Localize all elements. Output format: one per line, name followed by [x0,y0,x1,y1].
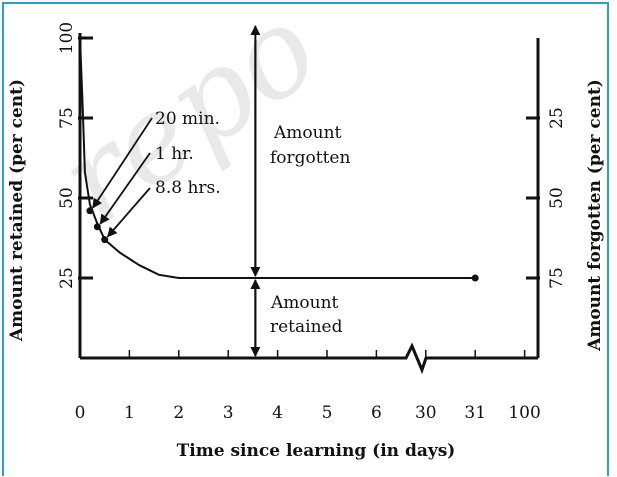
curve-point-marker [471,274,479,282]
y-tick-label: 25 [57,267,77,289]
y-tick-label: 100 [57,22,77,54]
y2-axis-title: Amount forgotten (per cent) [585,79,605,352]
annotation-amount-forgotten-line2: forgotten [270,148,350,168]
y-tick-label: 75 [57,107,77,129]
annotation-pointer-arrow [99,152,151,225]
x-tick-label: 2 [173,403,184,423]
curve-point-marker [86,207,94,215]
curve-layer [79,37,476,279]
curve-point-marker [93,223,101,231]
annotation-pointer-arrow [107,187,151,238]
curve-point-marker [101,236,109,244]
annotation-amount-retained-line2: retained [270,317,343,337]
annotation-twenty-min: 20 min. [155,109,220,129]
y2-tick-label: 75 [547,267,567,289]
x-tick-label: 6 [371,403,382,423]
arrow-layer [92,25,261,357]
annotation-one-hr: 1 hr. [155,144,194,164]
x-tick-label: 30 [415,403,437,423]
x-axis-title: Time since learning (in days) [177,441,456,461]
x-tick-label: 100 [508,403,540,423]
x-tick-label: 31 [464,403,486,423]
y-tick-label: 50 [57,187,77,209]
x-axis-line-with-break [80,342,538,375]
marker-layer [86,207,479,282]
x-tick-label: 3 [223,403,234,423]
chart-frame [2,2,609,476]
annotation-amount-forgotten-line1: Amount [273,123,342,143]
x-tick-label: 0 [75,403,86,423]
x-tick-label: 5 [322,403,333,423]
y-axis-title: Amount retained (per cent) [7,79,27,342]
annotation-eight-hrs: 8.8 hrs. [155,178,221,198]
x-tick-label: 4 [272,403,283,423]
annotation-pointer-arrow [92,117,153,209]
x-tick-label: 1 [124,403,135,423]
y2-tick-label: 25 [547,107,567,129]
retention-curve-line [79,37,476,279]
ticks-layer: 0 1 2 3 4 5 6 30 31 100 25 50 75 100 25 50 75 [57,22,567,423]
annotation-amount-retained-line1: Amount [270,293,339,313]
y2-tick-label: 50 [547,187,567,209]
